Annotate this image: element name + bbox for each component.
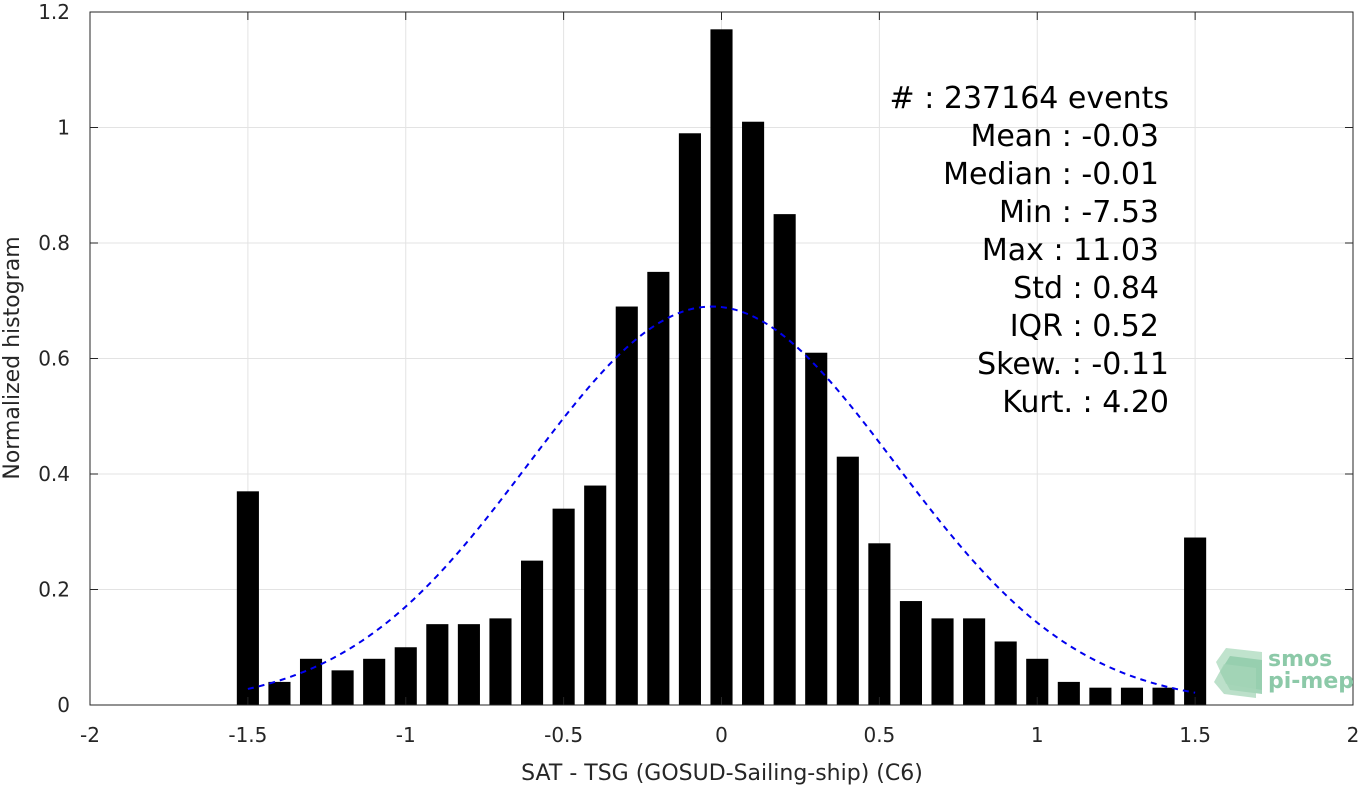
stat-kurt: Kurt. : 4.20 (1002, 385, 1169, 420)
histogram-bar (1120, 687, 1144, 705)
x-axis-label: SAT - TSG (GOSUD-Sailing-ship) (C6) (521, 761, 923, 786)
histogram-bar (236, 491, 259, 705)
histogram-bar (899, 601, 923, 705)
stat-events: # : 237164 events (890, 81, 1169, 116)
stat-skew: Skew. : -0.11 (977, 347, 1169, 382)
y-tick-label: 1.2 (38, 0, 70, 24)
histogram-bar (584, 485, 607, 705)
histogram-bar (773, 214, 796, 705)
y-tick-label: 0.8 (38, 231, 70, 255)
histogram-bar (678, 133, 701, 705)
histogram-bar (489, 618, 512, 705)
histogram-bar (615, 306, 638, 705)
histogram-bar (426, 624, 449, 705)
x-tick-label: 1.5 (1179, 723, 1211, 747)
histogram-bar (363, 658, 386, 705)
logo-waves-icon (1214, 648, 1262, 698)
histogram-bar (1089, 687, 1112, 705)
histogram-bar (868, 543, 891, 705)
histogram-bar (394, 647, 417, 705)
histogram-bar (742, 121, 765, 706)
y-tick-label: 0.4 (38, 462, 70, 486)
histogram-bar (931, 618, 954, 705)
histogram-bar (836, 456, 859, 705)
logo-line1: smos (1268, 647, 1332, 672)
histogram-bar (299, 658, 323, 705)
x-tick-label: -1.5 (228, 723, 267, 747)
histogram-bar (1057, 681, 1080, 705)
histogram-bar (805, 352, 828, 705)
statistics-box: # : 237164 events Mean : -0.03 Median : … (890, 81, 1169, 420)
histogram-bar (963, 618, 986, 705)
x-tick-label: 2 (1347, 723, 1360, 747)
histogram-bars (236, 29, 1207, 706)
y-axis-label: Normalized histogram (0, 236, 25, 479)
y-tick-label: 0 (57, 693, 70, 717)
stat-mean: Mean : -0.03 (970, 119, 1159, 154)
smos-pimep-logo: smos pi-mep (1214, 647, 1354, 698)
stat-min: Min : -7.53 (999, 195, 1159, 230)
histogram-bar (1184, 537, 1207, 705)
histogram-bar (647, 271, 670, 705)
y-tick-label: 1 (57, 116, 70, 140)
fit-curve-line (247, 305, 1196, 694)
x-tick-label: -1 (396, 723, 416, 747)
histogram-bar (268, 681, 291, 705)
x-tick-label: -0.5 (544, 723, 583, 747)
histogram-bar (457, 624, 480, 705)
histogram-bar (710, 29, 733, 705)
y-tick-label: 0.6 (38, 347, 70, 371)
x-tick-label: -2 (80, 723, 100, 747)
tick-labels: -2 -1.5 -1 -0.5 0 0.5 1 1.5 2 0 0.2 0.4 0.6 0.8 1 1.2 (38, 0, 1359, 747)
histogram-bar (331, 670, 354, 705)
histogram-bar (520, 560, 544, 705)
logo-line2: pi-mep (1268, 669, 1354, 694)
histogram-bar (1026, 658, 1049, 705)
axes (89, 11, 1354, 706)
x-tick-label: 0 (715, 723, 728, 747)
y-tick-label: 0.2 (38, 578, 70, 602)
histogram-bar (552, 508, 575, 705)
x-tick-label: 1 (1031, 723, 1044, 747)
x-tick-label: 0.5 (863, 723, 895, 747)
histogram-bar (994, 641, 1017, 705)
histogram-bar (1152, 687, 1175, 705)
stat-iqr: IQR : 0.52 (1010, 309, 1159, 344)
stat-max: Max : 11.03 (982, 233, 1159, 268)
gaussian-fit (247, 305, 1196, 694)
stat-std: Std : 0.84 (1013, 271, 1159, 306)
stat-median: Median : -0.01 (943, 157, 1159, 192)
